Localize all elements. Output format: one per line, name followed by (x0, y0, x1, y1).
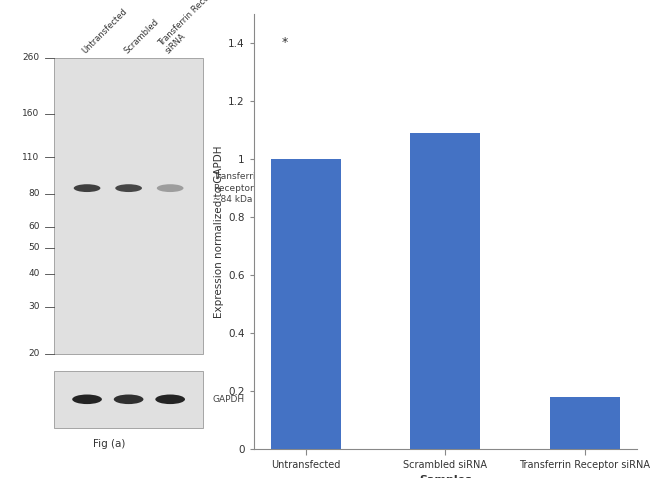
Bar (55, 371, 203, 427)
Ellipse shape (155, 394, 185, 404)
Text: 30: 30 (28, 303, 40, 311)
Text: 260: 260 (23, 54, 40, 62)
X-axis label: Samples: Samples (419, 475, 472, 478)
Y-axis label: Expression normalized to GAPDH: Expression normalized to GAPDH (214, 146, 224, 318)
Bar (410, 133, 480, 449)
Bar (55, 58, 203, 354)
Text: 110: 110 (22, 152, 40, 162)
Text: *: * (281, 36, 287, 49)
Text: Fig (a): Fig (a) (93, 439, 125, 449)
Text: 20: 20 (28, 349, 40, 358)
Ellipse shape (72, 394, 102, 404)
Text: Transferrin Receptor
siRNA: Transferrin Receptor siRNA (157, 0, 231, 55)
Ellipse shape (73, 184, 100, 192)
Ellipse shape (114, 394, 144, 404)
Bar (550, 397, 619, 449)
Ellipse shape (157, 184, 183, 192)
Ellipse shape (115, 184, 142, 192)
Text: 60: 60 (28, 222, 40, 231)
Text: Untransfected: Untransfected (81, 7, 129, 55)
Text: GAPDH: GAPDH (213, 395, 245, 404)
Text: Transferrin
Receptor
~84 kDa: Transferrin Receptor ~84 kDa (213, 172, 261, 205)
Text: 80: 80 (28, 189, 40, 198)
Bar (271, 159, 341, 449)
Text: 50: 50 (28, 243, 40, 252)
Text: Scrambled: Scrambled (122, 18, 161, 55)
Text: 40: 40 (28, 269, 40, 278)
Text: 160: 160 (22, 109, 40, 119)
